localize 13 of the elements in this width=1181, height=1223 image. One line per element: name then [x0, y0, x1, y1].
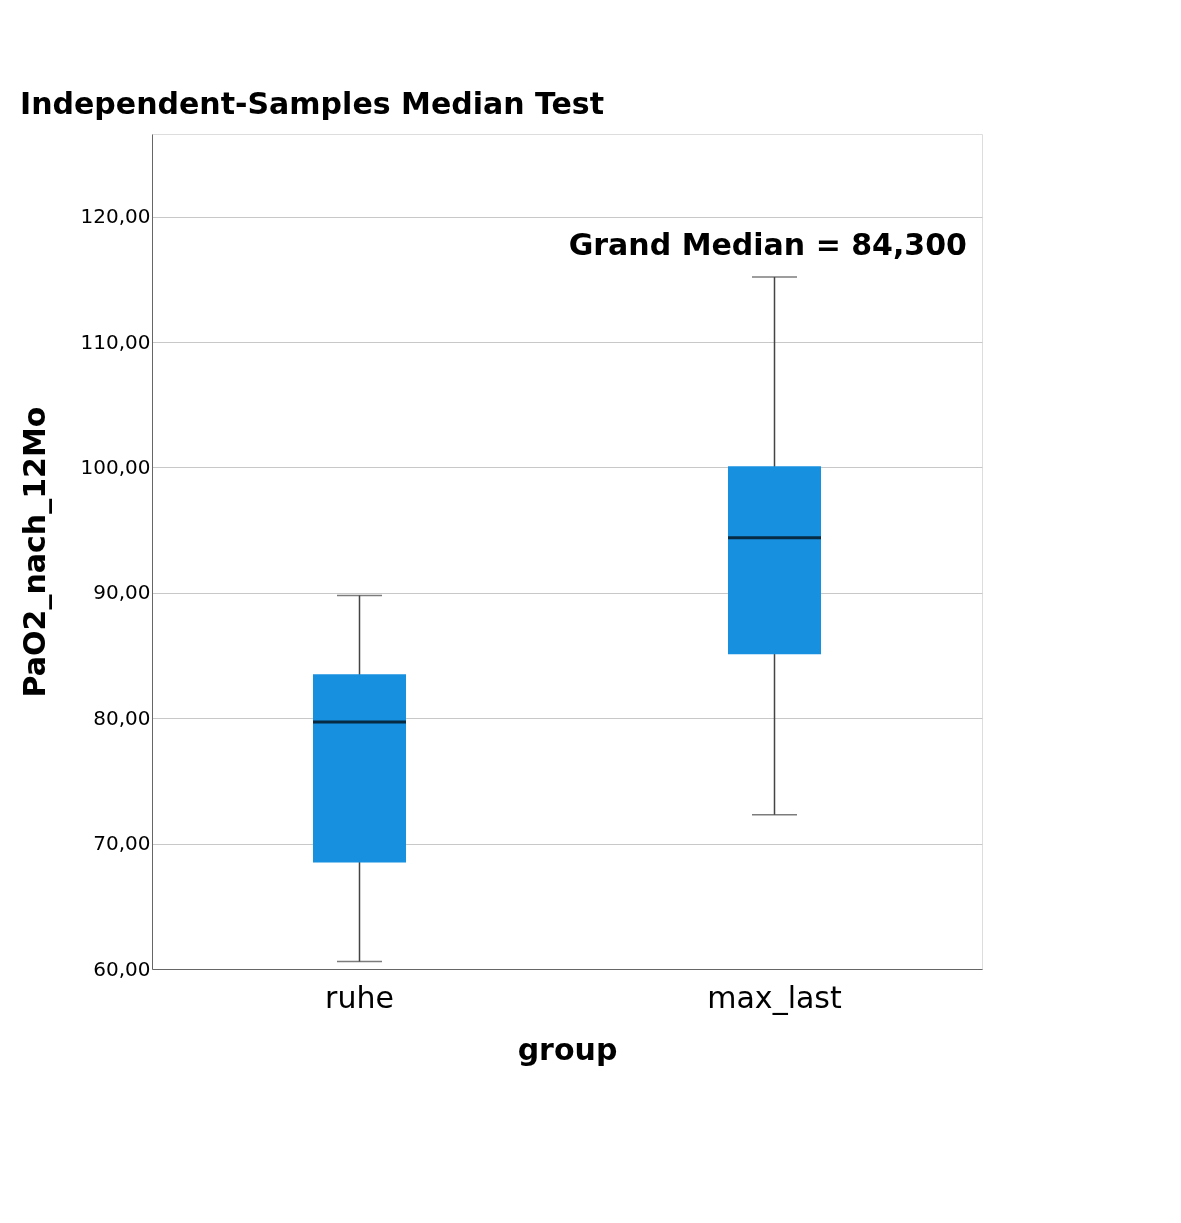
- y-tick-label: 120,00: [80, 204, 151, 229]
- chart-title: Independent-Samples Median Test: [20, 86, 605, 121]
- annotation: Grand Median = 84,300: [568, 227, 967, 262]
- y-tick-label: 110,00: [80, 329, 151, 354]
- x-tick-label: ruhe: [325, 979, 394, 1015]
- y-tick-label: 70,00: [93, 831, 151, 856]
- x-axis-title: group: [517, 1031, 618, 1067]
- y-tick-label: 80,00: [93, 705, 151, 730]
- y-tick-label: 90,00: [93, 580, 151, 605]
- x-tick-label: max_last: [707, 979, 842, 1015]
- y-axis-title: PaO2_nach_12Mo: [16, 406, 52, 698]
- y-tick-label: 100,00: [80, 455, 151, 479]
- y-tick-label: 60,00: [93, 956, 151, 981]
